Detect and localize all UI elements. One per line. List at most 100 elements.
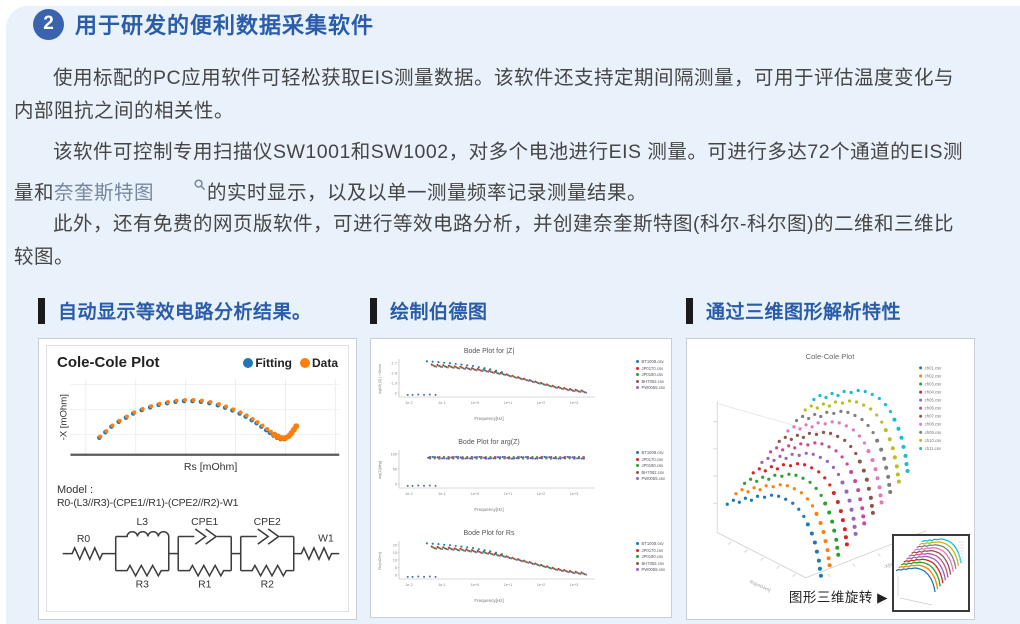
svg-text:1e+2: 1e+2 bbox=[537, 401, 546, 405]
svg-text:ch10.csv: ch10.csv bbox=[925, 438, 943, 443]
svg-text:0: 0 bbox=[395, 482, 397, 486]
svg-text:-1.9: -1.9 bbox=[390, 381, 397, 385]
panel2-title: 绘制伯德图 bbox=[390, 302, 488, 323]
panel3-title: 通过三维图形解析特性 bbox=[706, 302, 902, 323]
nyquist-link[interactable]: 奈奎斯特图 bbox=[54, 182, 155, 204]
svg-text:ch02.csv: ch02.csv bbox=[925, 373, 943, 378]
svg-text:1e+3: 1e+3 bbox=[570, 401, 579, 405]
cole-legend: Fitting Data bbox=[243, 356, 338, 370]
header-bar-icon bbox=[38, 297, 45, 324]
svg-text:1e+0: 1e+0 bbox=[471, 583, 480, 587]
bode-legend: BT1008.csv JP0170.csv JP0190.csv BH7082.csv… bbox=[636, 450, 665, 481]
circuit-label-r0: R0 bbox=[77, 534, 91, 545]
svg-text:ch01.csv: ch01.csv bbox=[925, 365, 943, 370]
bode-plot-1: Bode Plot for |Z| -1.7 -1.8 -1.9 -2 1e-2 1e-1 1… bbox=[375, 343, 667, 434]
cole-plot-title: Cole-Cole Plot bbox=[57, 354, 160, 371]
paragraph-1: 使用标配的PC应用软件可轻松获取EIS测量数据。该软件还支持定期间隔测量，可用于… bbox=[14, 67, 955, 122]
bode-legend: BT1008.csv JP0170.csv JP0190.csv BH7082.csv… bbox=[636, 541, 665, 572]
svg-text:ch05.csv: ch05.csv bbox=[925, 398, 943, 403]
bode-plots: Bode Plot for |Z| -1.7 -1.8 -1.9 -2 1e-2 1e-1 1… bbox=[375, 343, 667, 613]
bode-xlabel: Frequency[Hz] bbox=[474, 598, 504, 603]
svg-text:50: 50 bbox=[393, 467, 397, 471]
legend-item-data: Data bbox=[299, 356, 338, 370]
paragraph-3: 此外，还有免费的网页版软件，可进行等效电路分析，并创建奈奎斯特图(科尔-科尔图)… bbox=[14, 213, 954, 268]
svg-text:1e+1: 1e+1 bbox=[504, 401, 513, 405]
svg-text:ch11.csv: ch11.csv bbox=[925, 446, 942, 451]
svg-text:ch07.csv: ch07.csv bbox=[925, 414, 943, 419]
circuit-label-r3: R3 bbox=[136, 580, 150, 591]
cole-cole-card: Cole-Cole Plot Fitting Data -X [mOhm] Rs… bbox=[46, 345, 349, 612]
svg-text:1e-1: 1e-1 bbox=[438, 583, 446, 587]
circuit-label-cpe1: CPE1 bbox=[191, 517, 218, 528]
equivalent-circuit-panel: Cole-Cole Plot Fitting Data -X [mOhm] Rs… bbox=[38, 338, 357, 620]
cole3d-title: Cole-Cole Plot bbox=[806, 352, 856, 361]
panel1-title: 自动显示等效电路分析结果。 bbox=[58, 302, 312, 323]
svg-text:-1.8: -1.8 bbox=[390, 371, 397, 375]
circuit-label-w1: W1 bbox=[318, 533, 334, 544]
svg-text:-1.7: -1.7 bbox=[390, 361, 397, 365]
section-title: 用于研发的便利数据采集软件 bbox=[75, 13, 375, 38]
circuit-label-r1: R1 bbox=[198, 580, 212, 591]
section-heading: 2 用于研发的便利数据采集软件 bbox=[33, 8, 374, 40]
svg-text:100: 100 bbox=[391, 452, 397, 456]
svg-text:arg(Z)[deg]: arg(Z)[deg] bbox=[378, 461, 382, 479]
svg-text:1e+1: 1e+1 bbox=[504, 492, 513, 496]
panel1-header: 自动显示等效电路分析结果。 bbox=[38, 297, 312, 324]
svg-text:log10( |Z| ) / Ohms: log10( |Z| ) / Ohms bbox=[378, 364, 382, 394]
magnifier-icon[interactable] bbox=[155, 169, 206, 202]
data-dot-icon bbox=[299, 357, 310, 368]
svg-text:Rs[mOhm]: Rs[mOhm] bbox=[378, 552, 382, 569]
circuit-label-r2: R2 bbox=[261, 580, 275, 591]
svg-text:1e+3: 1e+3 bbox=[570, 492, 579, 496]
svg-text:10: 10 bbox=[393, 558, 397, 562]
bode-plot-2: Bode Plot for arg(Z) 100 50 0 1e-2 1e-1 1e+0 1e… bbox=[375, 434, 667, 525]
svg-text:5: 5 bbox=[395, 566, 397, 570]
svg-text:ch03.csv: ch03.csv bbox=[925, 381, 943, 386]
bode-plot-3: Bode Plot for Rs 20 15 10 5 0 1e-2 1e-1 1e+0 1e+1… bbox=[375, 525, 667, 616]
fitting-dot-icon bbox=[243, 357, 254, 368]
header-bar-icon bbox=[686, 297, 693, 324]
svg-text:ch04.csv: ch04.csv bbox=[925, 389, 943, 394]
equivalent-circuit-diagram: R0 L3 R3 CPE1 R1 CPE2 R2 W1 bbox=[62, 517, 340, 591]
panel3-header: 通过三维图形解析特性 bbox=[686, 297, 901, 324]
svg-text:1e+0: 1e+0 bbox=[471, 401, 480, 405]
svg-text:1e+2: 1e+2 bbox=[537, 492, 546, 496]
svg-text:15: 15 bbox=[393, 551, 397, 555]
svg-text:-2: -2 bbox=[394, 391, 397, 395]
circuit-label-l3: L3 bbox=[136, 517, 148, 528]
rotation-preview-thumbnail[interactable] bbox=[892, 534, 970, 612]
svg-text:1e+0: 1e+0 bbox=[471, 492, 480, 496]
svg-text:1e+2: 1e+2 bbox=[537, 583, 546, 587]
svg-text:0: 0 bbox=[395, 573, 397, 577]
cole3d-legend: ch01.csv ch02.csv ch03.csv ch04.csv ch05.csv… bbox=[919, 365, 942, 451]
bode-legend: BT1008.csv JP0170.csv JP0190.csv BH7082.csv… bbox=[636, 359, 665, 390]
paragraph-2-post: 的实时显示，以及以单一测量频率记录测量结果。 bbox=[207, 182, 648, 204]
bode-title: Bode Plot for |Z| bbox=[463, 348, 515, 355]
svg-text:1e-2: 1e-2 bbox=[405, 401, 413, 405]
header-bar-icon bbox=[370, 297, 377, 324]
cole-cole-plot: -X [mOhm] Rs [mOhm] bbox=[59, 378, 340, 473]
panel2-header: 绘制伯德图 bbox=[370, 297, 488, 324]
cole3d-panel: Cole-Cole Plot Rs[mOhm] -X[mOhm] ch01.cs… bbox=[686, 338, 975, 620]
cole-ylabel: -X [mOhm] bbox=[59, 394, 70, 440]
svg-text:ch09.csv: ch09.csv bbox=[925, 430, 943, 435]
model-formula: R0-(L3//R3)-(CPE1//R1)-(CPE2//R2)-W1 bbox=[57, 497, 239, 509]
svg-text:1e+3: 1e+3 bbox=[570, 583, 579, 587]
svg-text:1e-2: 1e-2 bbox=[405, 583, 413, 587]
bode-title: Bode Plot for Rs bbox=[463, 530, 515, 537]
legend-item-fitting: Fitting bbox=[243, 356, 292, 370]
paragraph-2-pre: 该软件可控制专用扫描仪SW1001和SW1002，对多个电池进行EIS 测量。可… bbox=[14, 141, 964, 204]
svg-text:1e-1: 1e-1 bbox=[438, 492, 446, 496]
svg-text:ch08.csv: ch08.csv bbox=[925, 422, 943, 427]
svg-text:20: 20 bbox=[393, 543, 397, 547]
cole-xlabel: Rs [mOhm] bbox=[184, 461, 237, 473]
svg-text:1e-2: 1e-2 bbox=[405, 492, 413, 496]
cole3d-xlabel: Rs[mOhm] bbox=[749, 579, 771, 593]
bode-xlabel: Frequency[Hz] bbox=[474, 416, 504, 421]
bode-xlabel: Frequency[Hz] bbox=[474, 507, 504, 512]
svg-text:ch06.csv: ch06.csv bbox=[925, 406, 943, 411]
section-number-badge: 2 bbox=[33, 8, 64, 40]
rotate-3d-button[interactable]: 图形三维旋转 ▶ bbox=[788, 590, 888, 605]
svg-text:1e-1: 1e-1 bbox=[438, 401, 446, 405]
